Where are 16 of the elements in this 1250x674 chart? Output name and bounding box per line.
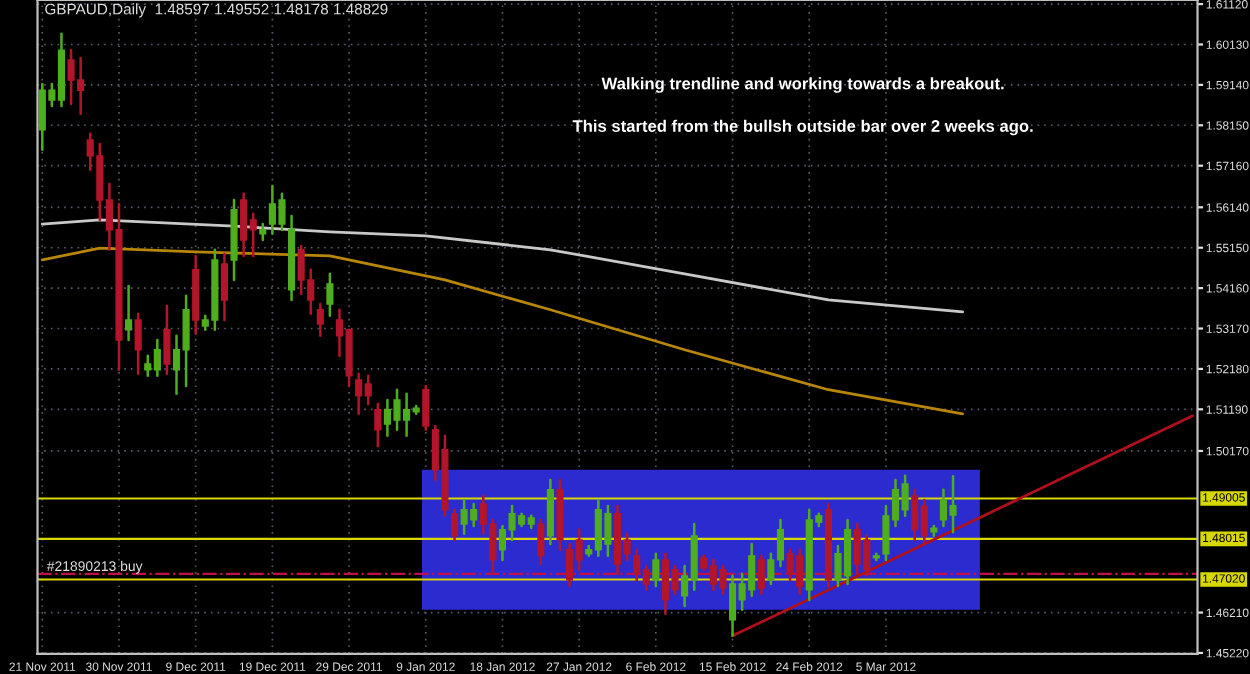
- candlestick: [316, 302, 324, 338]
- candlestick: [163, 304, 171, 376]
- annotation: Walking trendline and working towards a breakout.: [601, 77, 1004, 93]
- candlestick: [450, 508, 459, 542]
- candlestick: [134, 312, 142, 376]
- candlestick: [125, 284, 133, 342]
- candlestick: [546, 478, 554, 546]
- candlestick: [374, 402, 382, 448]
- candlestick: [652, 552, 660, 588]
- candlestick: [537, 518, 545, 566]
- annotation: This started from the bullsh outside bar over 2 weeks ago.: [572, 119, 1033, 136]
- line-series: [40, 246, 965, 416]
- candlestick: [326, 272, 334, 318]
- candlestick: [422, 384, 430, 431]
- candlestick: [757, 554, 765, 596]
- candlestick: [220, 252, 229, 322]
